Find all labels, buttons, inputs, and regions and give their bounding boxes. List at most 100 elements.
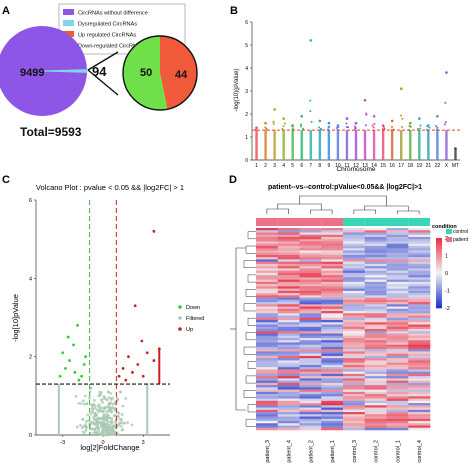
heatmap-cell xyxy=(343,403,366,406)
heatmap-column-label: patient_2 xyxy=(308,440,314,463)
volcano-point-filtered xyxy=(96,425,99,429)
volcano-point-filtered xyxy=(82,402,86,406)
heatmap-cell xyxy=(343,311,366,314)
heatmap-cell xyxy=(386,405,409,408)
heatmap-cell xyxy=(386,358,409,361)
manhattan-point xyxy=(272,120,275,123)
heatmap-cell xyxy=(321,288,344,292)
heatmap-cell xyxy=(386,331,409,334)
manhattan-point xyxy=(419,127,422,130)
heatmap-cell xyxy=(299,326,322,330)
heatmap-cell xyxy=(277,403,300,406)
manhattan-xtick-label: 19 xyxy=(417,163,423,169)
manhattan-point xyxy=(444,121,447,124)
volcano-point-filtered xyxy=(119,390,122,394)
volcano-xtick-label: 0 xyxy=(101,440,104,446)
heatmap-cell xyxy=(408,387,431,390)
heatmap-cell xyxy=(343,293,366,296)
heatmap-cell xyxy=(408,335,431,339)
heatmap-cell xyxy=(343,228,366,231)
manhattan-column xyxy=(336,130,340,160)
heatmap-cell xyxy=(321,277,344,280)
heatmap-cell xyxy=(256,369,279,372)
heatmap-cell xyxy=(277,344,300,348)
heatmap-cell xyxy=(299,284,322,287)
heatmap-cell xyxy=(364,326,387,330)
column-dendrogram-link xyxy=(266,208,289,214)
condition-bar-cell xyxy=(364,218,387,226)
manhattan-point xyxy=(390,119,394,123)
manhattan-column xyxy=(282,130,285,160)
manhattan-point xyxy=(328,125,331,128)
heatmap-cell xyxy=(386,329,409,332)
row-dendrogram-link xyxy=(245,332,256,341)
heatmap-cell xyxy=(299,427,322,431)
heatmap-cell xyxy=(364,320,387,323)
heatmap-cell xyxy=(364,423,387,426)
heatmap-cell xyxy=(408,290,431,294)
color-scale-step xyxy=(436,260,442,263)
heatmap-cell xyxy=(321,342,344,346)
manhattan-point xyxy=(309,39,313,42)
heatmap-cell xyxy=(343,324,366,328)
volcano-point-filtered xyxy=(100,406,104,410)
heatmap-cell xyxy=(256,342,279,346)
heatmap-cell xyxy=(408,351,431,354)
heatmap-cell xyxy=(386,277,409,280)
heatmap-cell xyxy=(364,414,387,417)
heatmap-cell xyxy=(386,306,409,310)
heatmap-cell xyxy=(256,250,279,253)
row-dendrogram-link xyxy=(247,317,256,326)
heatmap-cell xyxy=(299,382,322,386)
heatmap-cell xyxy=(343,409,366,413)
heatmap-cell xyxy=(321,340,344,343)
volcano-point-filtered xyxy=(107,403,111,406)
manhattan-column xyxy=(400,130,403,160)
heatmap-cell xyxy=(321,228,344,231)
heatmap-cell xyxy=(299,295,322,298)
manhattan-point xyxy=(345,117,349,120)
heatmap-cell xyxy=(386,349,409,352)
heatmap-cell xyxy=(321,290,344,294)
heatmap-cell xyxy=(277,396,300,399)
heatmap-cell xyxy=(343,261,366,265)
heatmap-cell xyxy=(321,245,344,249)
heatmap-cell xyxy=(299,387,322,390)
heatmap-cell xyxy=(386,409,409,413)
heatmap-cell xyxy=(277,324,300,328)
manhattan-column xyxy=(381,130,385,160)
heatmap-cell xyxy=(364,329,387,332)
volcano-point-filtered xyxy=(105,398,109,402)
heatmap-cell xyxy=(364,272,387,276)
heatmap-cell xyxy=(321,389,344,393)
manhattan-xtick-label: 22 xyxy=(435,163,441,169)
heatmap-cell xyxy=(277,378,300,381)
heatmap-cell xyxy=(408,288,431,292)
heatmap-cell xyxy=(277,425,300,429)
heatmap-cell xyxy=(277,398,300,402)
heatmap-cell xyxy=(408,425,431,429)
manhattan-point xyxy=(400,114,403,117)
heatmap-cell xyxy=(364,322,387,325)
heatmap-cell xyxy=(408,362,431,366)
heatmap-cell xyxy=(299,228,322,231)
heatmap-cell xyxy=(408,257,431,260)
volcano-point-filtered xyxy=(95,432,99,435)
heatmap-cell xyxy=(277,286,300,289)
heatmap-cell xyxy=(277,391,300,395)
heatmap-cell xyxy=(343,257,366,260)
volcano-point-filtered xyxy=(123,421,126,425)
heatmap-cell xyxy=(386,396,409,399)
heatmap-cell xyxy=(256,423,279,426)
volcano-title: Volcano Plot : pvalue < 0.05 && |log2FC|… xyxy=(36,183,184,192)
heatmap-cell xyxy=(386,427,409,431)
volcano-point-filtered xyxy=(102,420,106,424)
heatmap-cell xyxy=(408,333,431,337)
heatmap-cell xyxy=(343,349,366,352)
volcano-point-down xyxy=(58,374,62,378)
heatmap-cell xyxy=(299,378,322,381)
heatmap-cell xyxy=(299,320,322,323)
heatmap-cell xyxy=(408,232,431,236)
heatmap-cell xyxy=(277,230,300,233)
dysregulated-count: 94 xyxy=(92,64,107,79)
